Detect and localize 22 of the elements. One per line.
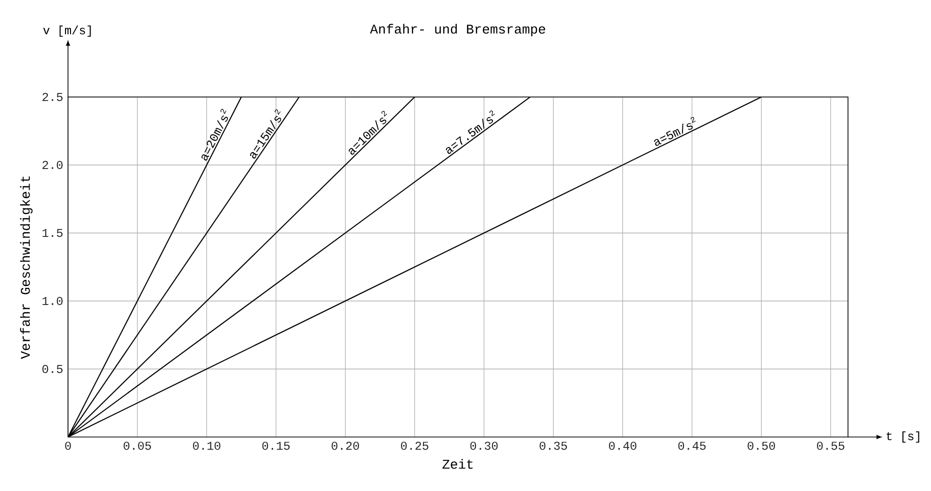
x-tick-label: 0.40 — [608, 442, 636, 450]
y-tick-label: 1.0 — [42, 296, 63, 306]
y-tick-label: 0.5 — [42, 364, 63, 374]
x-tick-label: 0.45 — [678, 442, 706, 450]
x-tick-label: 0.15 — [262, 442, 290, 450]
text: t [s] — [886, 431, 920, 443]
x-tick-label: 0.35 — [540, 442, 567, 450]
x-tick-label: 0.10 — [193, 442, 220, 450]
x-tick-label: 0.30 — [470, 442, 498, 450]
x-tick-label: 0.25 — [401, 442, 428, 450]
x-tick-label: 0.55 — [816, 442, 844, 450]
x-tick-label: 0.50 — [748, 442, 775, 450]
x-tick-label: 0.05 — [124, 442, 151, 450]
x-tick-label: 0.20 — [332, 442, 359, 450]
chart-title: Anfahr- und Bremsrampe — [370, 24, 546, 36]
text: v [m/s] — [43, 26, 91, 37]
y-axis-title: Verfahr Geschwindigkeit — [20, 176, 33, 359]
y-tick-label: 2.0 — [42, 160, 63, 170]
x-tick-label: 0 — [65, 442, 71, 450]
x-axis-title: Zeit — [442, 458, 473, 469]
y-tick-label: 2.5 — [42, 92, 63, 102]
y-tick-label: 1.5 — [42, 228, 63, 238]
